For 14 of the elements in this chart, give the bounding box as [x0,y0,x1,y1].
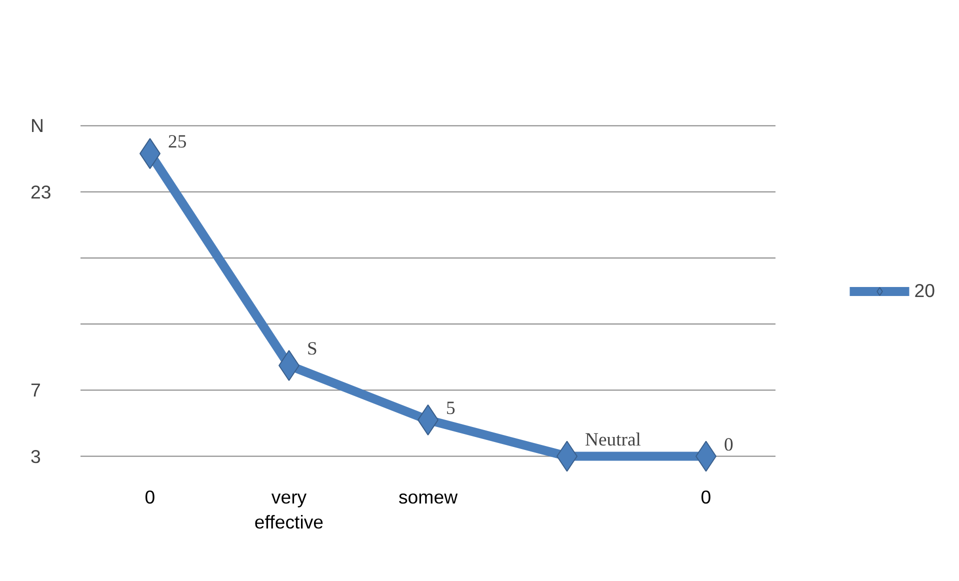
legend-label: 20 [914,280,935,302]
text: 25 [168,132,187,153]
text: 23 [30,181,52,202]
text: 7 [30,380,41,401]
x-tick-label: 0 [700,486,712,508]
x-tick-label: somew [398,486,458,508]
text: S [307,338,318,360]
x-tick-label: 0 [144,486,156,508]
text: Neutral [585,429,641,450]
text: 5 [446,398,456,419]
text: 3 [30,446,41,467]
text: N [30,115,44,136]
x-tick-label: very effective [254,486,324,533]
text: 0 [724,434,734,456]
